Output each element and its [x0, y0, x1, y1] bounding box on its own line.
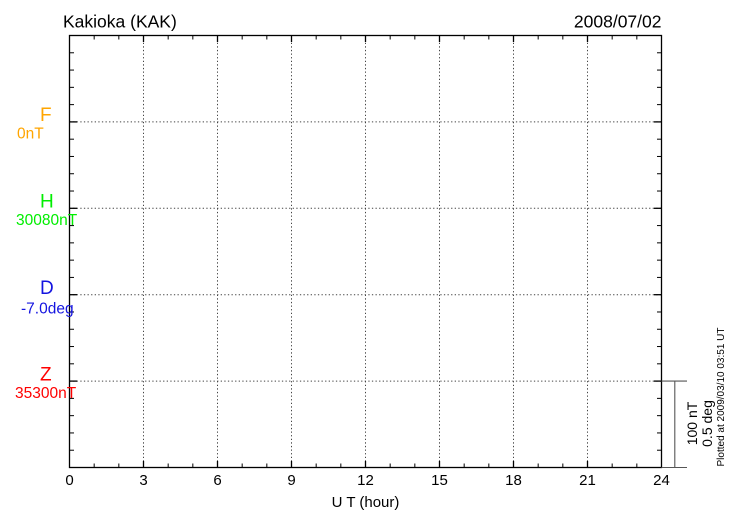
svg-text:Kakioka (KAK): Kakioka (KAK) [63, 12, 177, 32]
svg-text:30080nT: 30080nT [16, 212, 78, 229]
svg-text:24: 24 [653, 472, 670, 489]
svg-text:U T (hour): U T (hour) [332, 494, 400, 511]
svg-text:-7.0deg: -7.0deg [21, 301, 74, 318]
svg-text:9: 9 [287, 472, 295, 489]
svg-text:18: 18 [505, 472, 522, 489]
svg-text:21: 21 [579, 472, 596, 489]
svg-text:H: H [40, 192, 54, 213]
svg-text:Plotted at 2009/03/10 03:51 UT: Plotted at 2009/03/10 03:51 UT [716, 328, 727, 467]
svg-text:F: F [40, 105, 52, 126]
svg-text:35300nT: 35300nT [15, 385, 77, 402]
svg-text:D: D [40, 278, 54, 299]
svg-text:2008/07/02: 2008/07/02 [574, 12, 662, 32]
svg-text:0nT: 0nT [17, 126, 44, 143]
svg-text:0: 0 [65, 472, 73, 489]
svg-text:3: 3 [139, 472, 147, 489]
svg-text:100 nT: 100 nT [684, 401, 700, 445]
svg-text:0.5 deg: 0.5 deg [699, 400, 715, 447]
svg-text:Z: Z [40, 365, 52, 386]
svg-text:15: 15 [431, 472, 448, 489]
svg-text:12: 12 [357, 472, 374, 489]
svg-text:6: 6 [213, 472, 221, 489]
